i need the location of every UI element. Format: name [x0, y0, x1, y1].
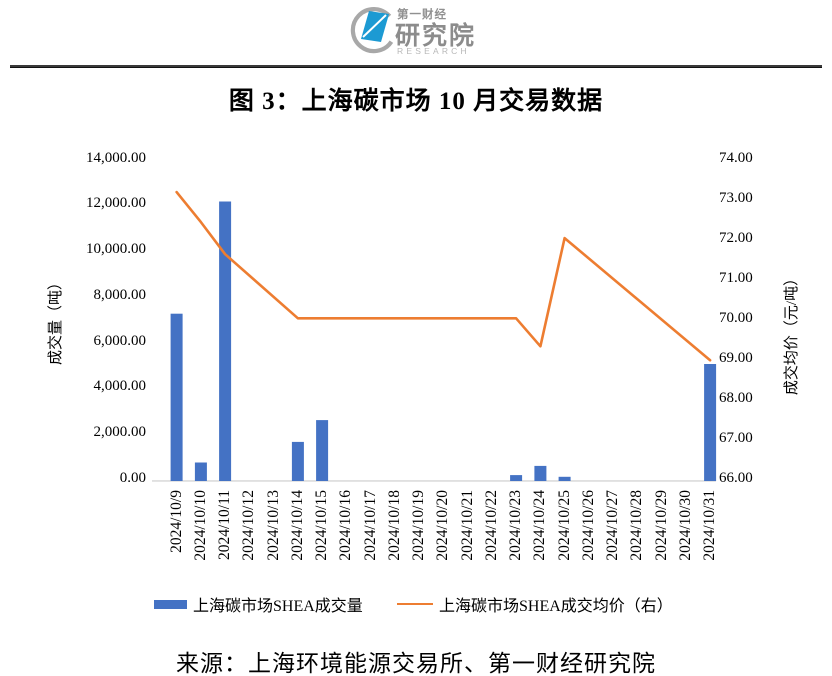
- y-axis-right-tick: 70.00: [719, 309, 753, 326]
- legend-bar-swatch-icon: [154, 599, 187, 609]
- logo-ring-icon: [350, 7, 394, 54]
- yicai-research-logo: 第一财经 研究院 RESEARCH: [350, 7, 476, 56]
- y-axis-left-tick: 14,000.00: [86, 149, 146, 166]
- y-axis-right-tick: 67.00: [719, 429, 753, 446]
- bar-2024/10/14: [291, 441, 304, 481]
- source-note: 来源：上海环境能源交易所、第一财经研究院: [176, 651, 656, 676]
- bar-2024/10/31: [704, 364, 717, 481]
- x-axis-label: 2024/10/27: [604, 490, 622, 561]
- x-axis-label: 2024/10/31: [701, 490, 719, 561]
- y-axis-left-tick: 0.00: [119, 470, 146, 486]
- x-axis-line: [152, 480, 716, 482]
- legend-line-swatch-icon: [397, 602, 433, 606]
- logo-diamond-slash: [362, 14, 387, 38]
- x-axis-label: 2024/10/10: [191, 490, 209, 561]
- x-axis-label: 2024/10/13: [264, 490, 282, 561]
- bar-2024/10/15: [316, 420, 329, 481]
- y-axis-left-tick: 8,000.00: [93, 286, 147, 303]
- x-axis-label: 2024/10/29: [652, 490, 670, 561]
- bar-2024/10/11: [219, 201, 232, 481]
- y-axis-left-tick: 2,000.00: [93, 424, 147, 441]
- x-axis-label: 2024/10/18: [385, 490, 403, 561]
- bar-2024/10/10: [194, 462, 207, 481]
- x-axis-label: 2024/10/22: [482, 490, 500, 561]
- y-axis-right-tick: 68.00: [719, 389, 753, 406]
- y-axis-left-tick: 12,000.00: [86, 195, 146, 212]
- bar-2024/10/24: [534, 465, 547, 481]
- x-axis-label: 2024/10/16: [337, 490, 355, 561]
- y-axis-left-tick: 4,000.00: [93, 378, 147, 395]
- x-axis-label: 2024/10/11: [216, 490, 234, 561]
- y-axis-right-tick: 74.00: [719, 149, 753, 166]
- x-axis-label: 2024/10/12: [240, 490, 258, 561]
- x-axis-label: 2024/10/21: [458, 490, 476, 561]
- legend-label-volume: 上海碳市场SHEA成交量: [193, 598, 363, 615]
- logo-brand-sub: RESEARCH: [397, 46, 470, 56]
- x-axis-label: 2024/10/28: [628, 490, 646, 561]
- x-axis-label: 2024/10/17: [361, 490, 379, 561]
- x-axis-label: 2024/10/9: [167, 490, 185, 553]
- legend-label-price: 上海碳市场SHEA成交均价（右）: [439, 598, 673, 615]
- y-axis-left-tick: 6,000.00: [93, 332, 147, 349]
- y-axis-right-tick: 71.00: [719, 269, 753, 286]
- x-axis-label: 2024/10/14: [288, 490, 306, 561]
- y-axis-right-tick: 66.00: [719, 470, 753, 486]
- y-axis-right-tick: 73.00: [719, 189, 753, 206]
- y-axis-right-tick: 72.00: [719, 229, 753, 246]
- x-axis-label: 2024/10/24: [531, 490, 549, 561]
- legend-item-price: 上海碳市场SHEA成交均价（右）: [397, 594, 673, 615]
- legend-item-volume: 上海碳市场SHEA成交量: [154, 594, 363, 615]
- logo-brand-main: 研究院: [395, 21, 476, 50]
- price-line: [175, 190, 712, 362]
- x-axis-label: 2024/10/30: [676, 490, 694, 561]
- x-axis-label: 2024/10/20: [434, 490, 452, 561]
- x-axis-label: 2024/10/15: [313, 490, 331, 561]
- y-axis-right-tick: 69.00: [719, 349, 753, 366]
- y-axis-left-tick: 10,000.00: [86, 241, 146, 258]
- x-axis-label: 2024/10/25: [555, 490, 573, 561]
- header-divider: [10, 65, 822, 68]
- chart-title: 图 3：上海碳市场 10 月交易数据: [228, 88, 604, 115]
- left-axis-title: 成交量（吨）: [48, 275, 64, 366]
- bar-2024/10/23: [510, 475, 523, 481]
- x-axis-label: 2024/10/19: [410, 490, 428, 561]
- x-axis-label: 2024/10/26: [579, 490, 597, 561]
- bar-2024/10/25: [558, 476, 571, 481]
- bar-2024/10/9: [170, 313, 183, 481]
- x-axis-label: 2024/10/23: [507, 490, 525, 561]
- logo-brand-top: 第一财经: [397, 7, 447, 21]
